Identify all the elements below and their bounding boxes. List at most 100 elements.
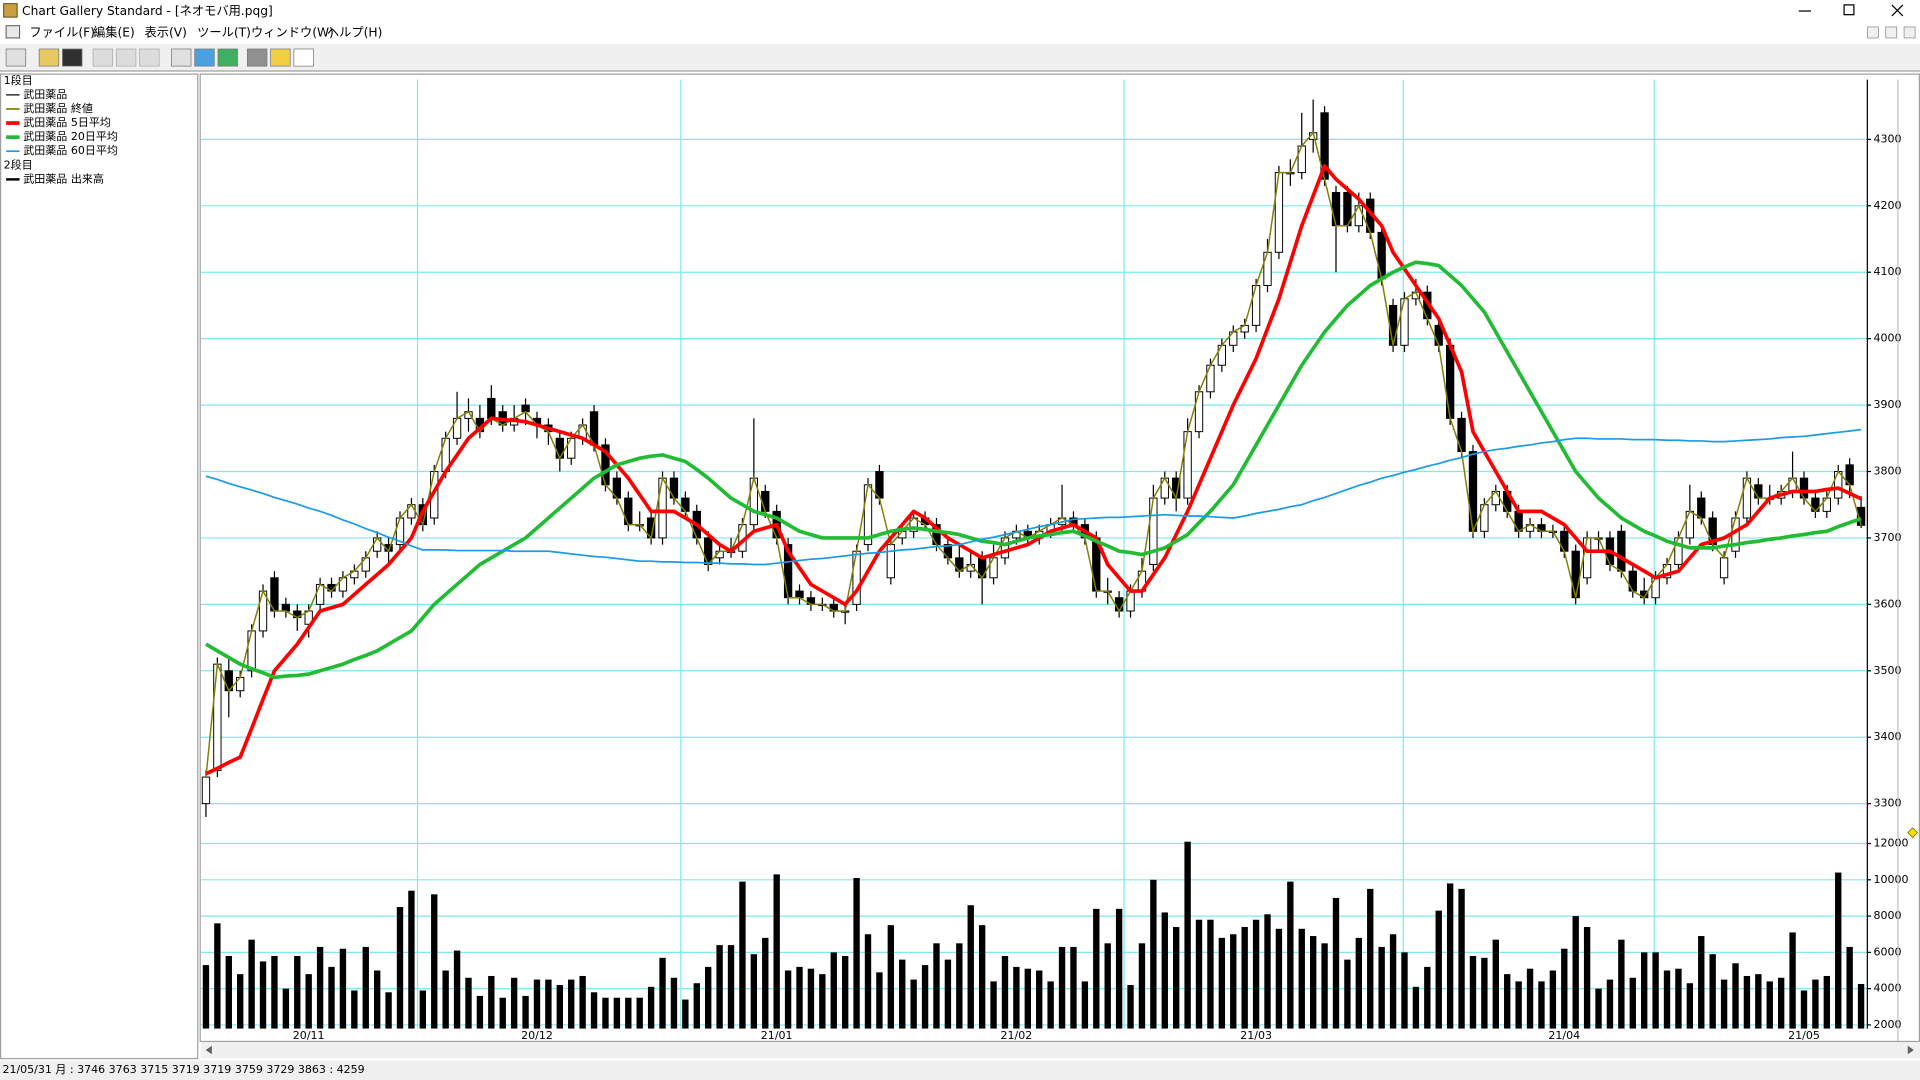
tool-button[interactable] (270, 48, 291, 67)
volume-bar (1458, 888, 1465, 1029)
volume-bar (476, 995, 484, 1029)
candle-body (1799, 477, 1809, 499)
scroll-right[interactable] (1907, 1045, 1914, 1055)
volume-bar (1195, 919, 1203, 1029)
volume-bar (1481, 957, 1488, 1029)
candle-body (315, 583, 325, 605)
candle-body (1719, 557, 1729, 579)
candle-body (1697, 497, 1706, 519)
volume-bar (373, 970, 381, 1029)
menu-item[interactable]: ウィンドウ(W) (251, 26, 334, 40)
volume-bar (1835, 872, 1842, 1029)
candle-body (761, 490, 770, 512)
volume-bar (579, 975, 586, 1029)
y-tick-label: 4000 (1873, 332, 1901, 345)
candle-body (452, 417, 462, 439)
volume-bar (1583, 926, 1591, 1029)
menu-bar (0, 22, 1920, 43)
scroll-left[interactable] (205, 1045, 212, 1055)
menu-item[interactable]: ファイル(F) (29, 26, 95, 40)
volume-bar (1150, 879, 1157, 1029)
y-tick-label: 3300 (1873, 797, 1901, 810)
volume-bar (727, 945, 735, 1029)
candle-body (1742, 477, 1752, 519)
volume-bar (1823, 975, 1831, 1029)
volume-bar (1309, 936, 1317, 1029)
volume-bar (1241, 926, 1248, 1029)
candle-body (1628, 570, 1637, 592)
candle-body (1685, 510, 1695, 539)
volume-bar (442, 970, 449, 1029)
volume-bar (1230, 934, 1237, 1029)
volume-bar (453, 950, 461, 1029)
legend-label: 武田薬品 5日平均 (23, 116, 111, 129)
candle-body (795, 590, 804, 599)
volume-bar (1469, 956, 1477, 1029)
mdi-close[interactable] (1903, 26, 1916, 39)
candle-body (1206, 364, 1215, 393)
tool-button[interactable] (139, 48, 160, 67)
candle-body (669, 477, 679, 499)
tool-button[interactable] (62, 48, 83, 67)
tool-button[interactable] (293, 48, 314, 67)
volume-bar (921, 965, 929, 1029)
volume-bar (465, 977, 472, 1029)
y-tick-label: 3700 (1873, 531, 1901, 544)
x-tick-label: 21/04 (1548, 1029, 1580, 1042)
grid (200, 138, 1868, 1026)
tool-button[interactable] (38, 48, 60, 67)
mdi-icon[interactable] (5, 25, 21, 39)
volume-bar (1618, 939, 1625, 1029)
mdi-minimize[interactable] (1866, 26, 1879, 39)
tool-button[interactable] (92, 48, 114, 67)
menu-item[interactable]: 表示(V) (144, 26, 186, 40)
legend-label: 武田薬品 終値 (23, 101, 93, 115)
menu-item[interactable]: ツール(T) (197, 26, 251, 40)
marks (201, 99, 1866, 1029)
menu-item[interactable]: ヘルプ(H) (327, 26, 382, 40)
tool-button[interactable] (217, 48, 238, 67)
tool-button[interactable] (5, 48, 27, 67)
legend-label: 武田薬品 20日平均 (23, 130, 118, 143)
candle-body (1217, 344, 1227, 366)
tool-button[interactable] (194, 48, 215, 67)
mdi-restore[interactable] (1885, 26, 1898, 39)
volume-bar (1857, 983, 1865, 1029)
chart-panel (199, 73, 1920, 1043)
volume-bar (510, 977, 518, 1029)
volume-bar (1378, 946, 1385, 1029)
status-text: 21/05/31 月 : 3746 3763 3715 3719 3719 37… (2, 1063, 364, 1076)
menu-item[interactable]: 編集(E) (93, 25, 135, 40)
candle-body (1331, 192, 1341, 227)
candle-body (201, 776, 211, 805)
tool-button[interactable] (246, 48, 268, 67)
candle-body (487, 397, 496, 419)
candle-body (1251, 285, 1261, 326)
tool-button[interactable] (115, 48, 137, 67)
volume-bar (910, 979, 917, 1029)
volume-bar (1047, 981, 1054, 1029)
horizontal-scrollbar[interactable] (200, 1042, 1920, 1058)
volume-bar (796, 966, 803, 1029)
candle-body (658, 477, 667, 539)
x-tick-label: 21/03 (1240, 1029, 1272, 1042)
y-tick-label: 4000 (1873, 982, 1901, 995)
volume-bar (853, 878, 860, 1029)
volume-bar (1104, 943, 1111, 1029)
volume-bar (225, 956, 232, 1029)
volume-bar (830, 952, 837, 1029)
vertical-grid (416, 79, 1655, 1029)
volume-bar (556, 985, 563, 1029)
candle-body (1617, 530, 1626, 572)
volume-bar (1287, 881, 1294, 1029)
volume-bar (248, 939, 255, 1029)
volume-bar (214, 923, 221, 1029)
close-button[interactable] (1891, 4, 1904, 17)
volume-bar (990, 981, 997, 1029)
volume-bar (1344, 959, 1351, 1029)
legend-label: 武田薬品 出来高 (23, 171, 104, 185)
restore-button[interactable] (1843, 4, 1855, 16)
volume-bar (1663, 970, 1671, 1029)
tool-button[interactable] (171, 48, 192, 67)
